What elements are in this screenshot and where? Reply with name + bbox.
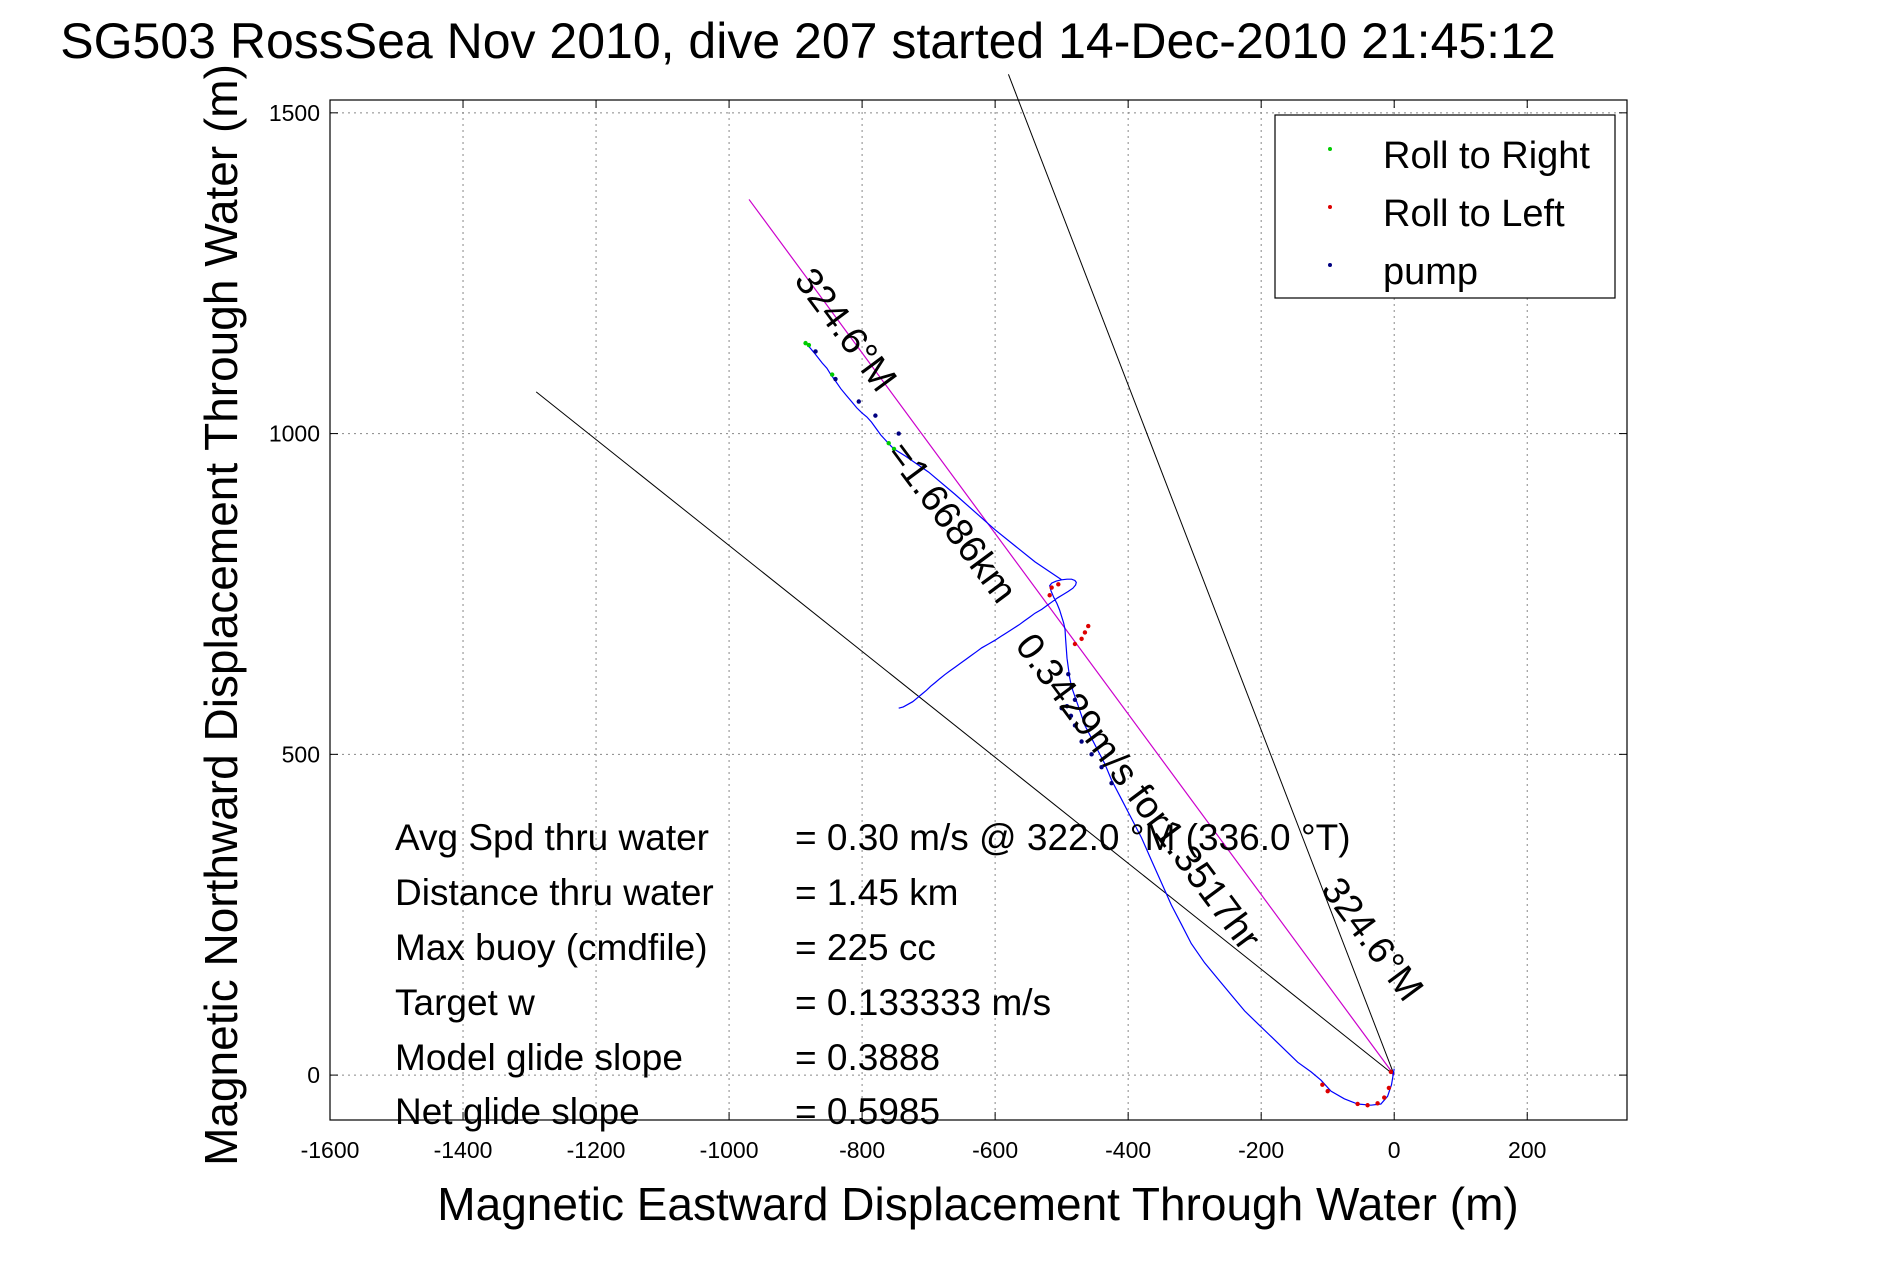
plot-border	[329, 99, 1628, 1121]
x-axis-label: Magnetic Eastward Displacement Through W…	[437, 1178, 1518, 1230]
pump-marker	[896, 431, 901, 436]
roll-left-marker	[1375, 1101, 1380, 1106]
pump-marker	[833, 376, 838, 382]
pump-marker	[1079, 739, 1084, 744]
stat-value: = 0.30 m/s @ 322.0 °M (336.0 °T)	[795, 817, 1351, 858]
roll-right-marker	[806, 342, 812, 348]
stat-label: Distance thru water	[395, 872, 714, 913]
y-tick-label: 1500	[269, 100, 320, 126]
x-axis-ticks: -1600 -1400 -1200 -1000 -800 -600 -400 -200 0 200	[301, 100, 1546, 1163]
roll-left-marker	[1049, 585, 1054, 590]
roll-left-marker	[1072, 641, 1078, 647]
roll-left-marker	[1079, 636, 1084, 642]
pump-marker	[1109, 781, 1114, 786]
legend-label-pump: pump	[1383, 251, 1478, 293]
stat-label: Net glide slope	[395, 1091, 640, 1132]
roll-and-pump-markers	[803, 340, 1394, 1108]
pump-marker	[1059, 705, 1064, 711]
stat-label: Model glide slope	[395, 1037, 683, 1078]
x-tick-label: -200	[1238, 1137, 1284, 1163]
pump-marker	[1066, 671, 1071, 677]
pump-marker	[1064, 704, 1070, 709]
x-tick-label: -1200	[567, 1137, 626, 1163]
y-axis-label: Magnetic Northward Displacement Through …	[195, 64, 247, 1166]
roll-left-marker	[1082, 630, 1088, 635]
legend-label-roll-right: Roll to Right	[1383, 135, 1590, 177]
roll-right-marker	[886, 441, 891, 446]
glide-path	[748, 199, 1395, 1076]
legend-marker-roll-right	[1328, 147, 1332, 151]
track-line	[805, 342, 1062, 581]
roll-left-marker	[1365, 1103, 1370, 1108]
cone-line	[535, 391, 1395, 1076]
y-tick-label: 1000	[269, 421, 320, 447]
roll-left-marker	[1382, 1095, 1387, 1100]
legend: Roll to Right Roll to Left pump	[1274, 114, 1616, 299]
legend-marker-roll-left	[1328, 205, 1332, 209]
pump-marker	[1089, 752, 1094, 757]
stat-value: = 1.45 km	[795, 872, 959, 913]
roll-left-marker	[1056, 582, 1061, 587]
pump-marker	[1072, 723, 1078, 728]
roll-right-marker	[891, 446, 897, 452]
y-tick-label: 0	[307, 1062, 320, 1088]
grid	[329, 100, 1627, 1120]
pump-marker	[1068, 713, 1074, 719]
roll-left-marker	[1047, 593, 1052, 598]
pump-marker	[1072, 697, 1078, 703]
stats-block: Avg Spd thru water = 0.30 m/s @ 322.0 °M…	[395, 817, 1351, 1132]
dive-track	[805, 342, 1395, 1106]
stat-label: Avg Spd thru water	[395, 817, 709, 858]
pump-marker	[1099, 764, 1104, 770]
track-line	[898, 578, 1395, 1106]
x-tick-label: -1000	[700, 1137, 759, 1163]
legend-label-roll-left: Roll to Left	[1383, 193, 1565, 235]
stat-value: = 0.133333 m/s	[795, 982, 1051, 1023]
roll-left-marker	[1386, 1085, 1392, 1091]
stat-value: = 0.3888	[795, 1037, 940, 1078]
pump-marker	[856, 399, 861, 404]
pump-marker	[873, 413, 878, 418]
x-tick-label: -1400	[434, 1137, 493, 1163]
x-tick-label: 0	[1388, 1137, 1401, 1163]
stat-value: = 225 cc	[795, 927, 936, 968]
stat-value: = 0.5985	[795, 1091, 940, 1132]
chart-title: SG503 RossSea Nov 2010, dive 207 started…	[60, 13, 1555, 69]
legend-marker-pump	[1328, 263, 1332, 267]
x-tick-label: -400	[1105, 1137, 1151, 1163]
roll-right-marker	[803, 340, 808, 346]
roll-left-marker	[1355, 1101, 1360, 1107]
pump-marker	[1069, 684, 1074, 690]
y-tick-label: 500	[282, 741, 320, 767]
x-tick-label: 200	[1508, 1137, 1546, 1163]
x-tick-label: -800	[839, 1137, 885, 1163]
cone-lines	[535, 74, 1395, 1076]
glide-path-line	[748, 199, 1395, 1076]
roll-left-marker	[1325, 1088, 1330, 1094]
roll-left-marker	[1320, 1082, 1325, 1087]
pump-marker	[813, 349, 818, 354]
x-tick-label: -600	[972, 1137, 1018, 1163]
roll-left-marker	[1086, 623, 1091, 629]
stat-label: Max buoy (cmdfile)	[395, 927, 708, 968]
roll-right-marker	[829, 372, 835, 377]
cone-line	[1007, 74, 1395, 1076]
stat-label: Target w	[395, 982, 535, 1023]
x-tick-label: -1600	[301, 1137, 360, 1163]
y-axis-ticks: 0 500 1000 1500	[269, 100, 1627, 1088]
roll-left-marker	[1388, 1069, 1394, 1075]
